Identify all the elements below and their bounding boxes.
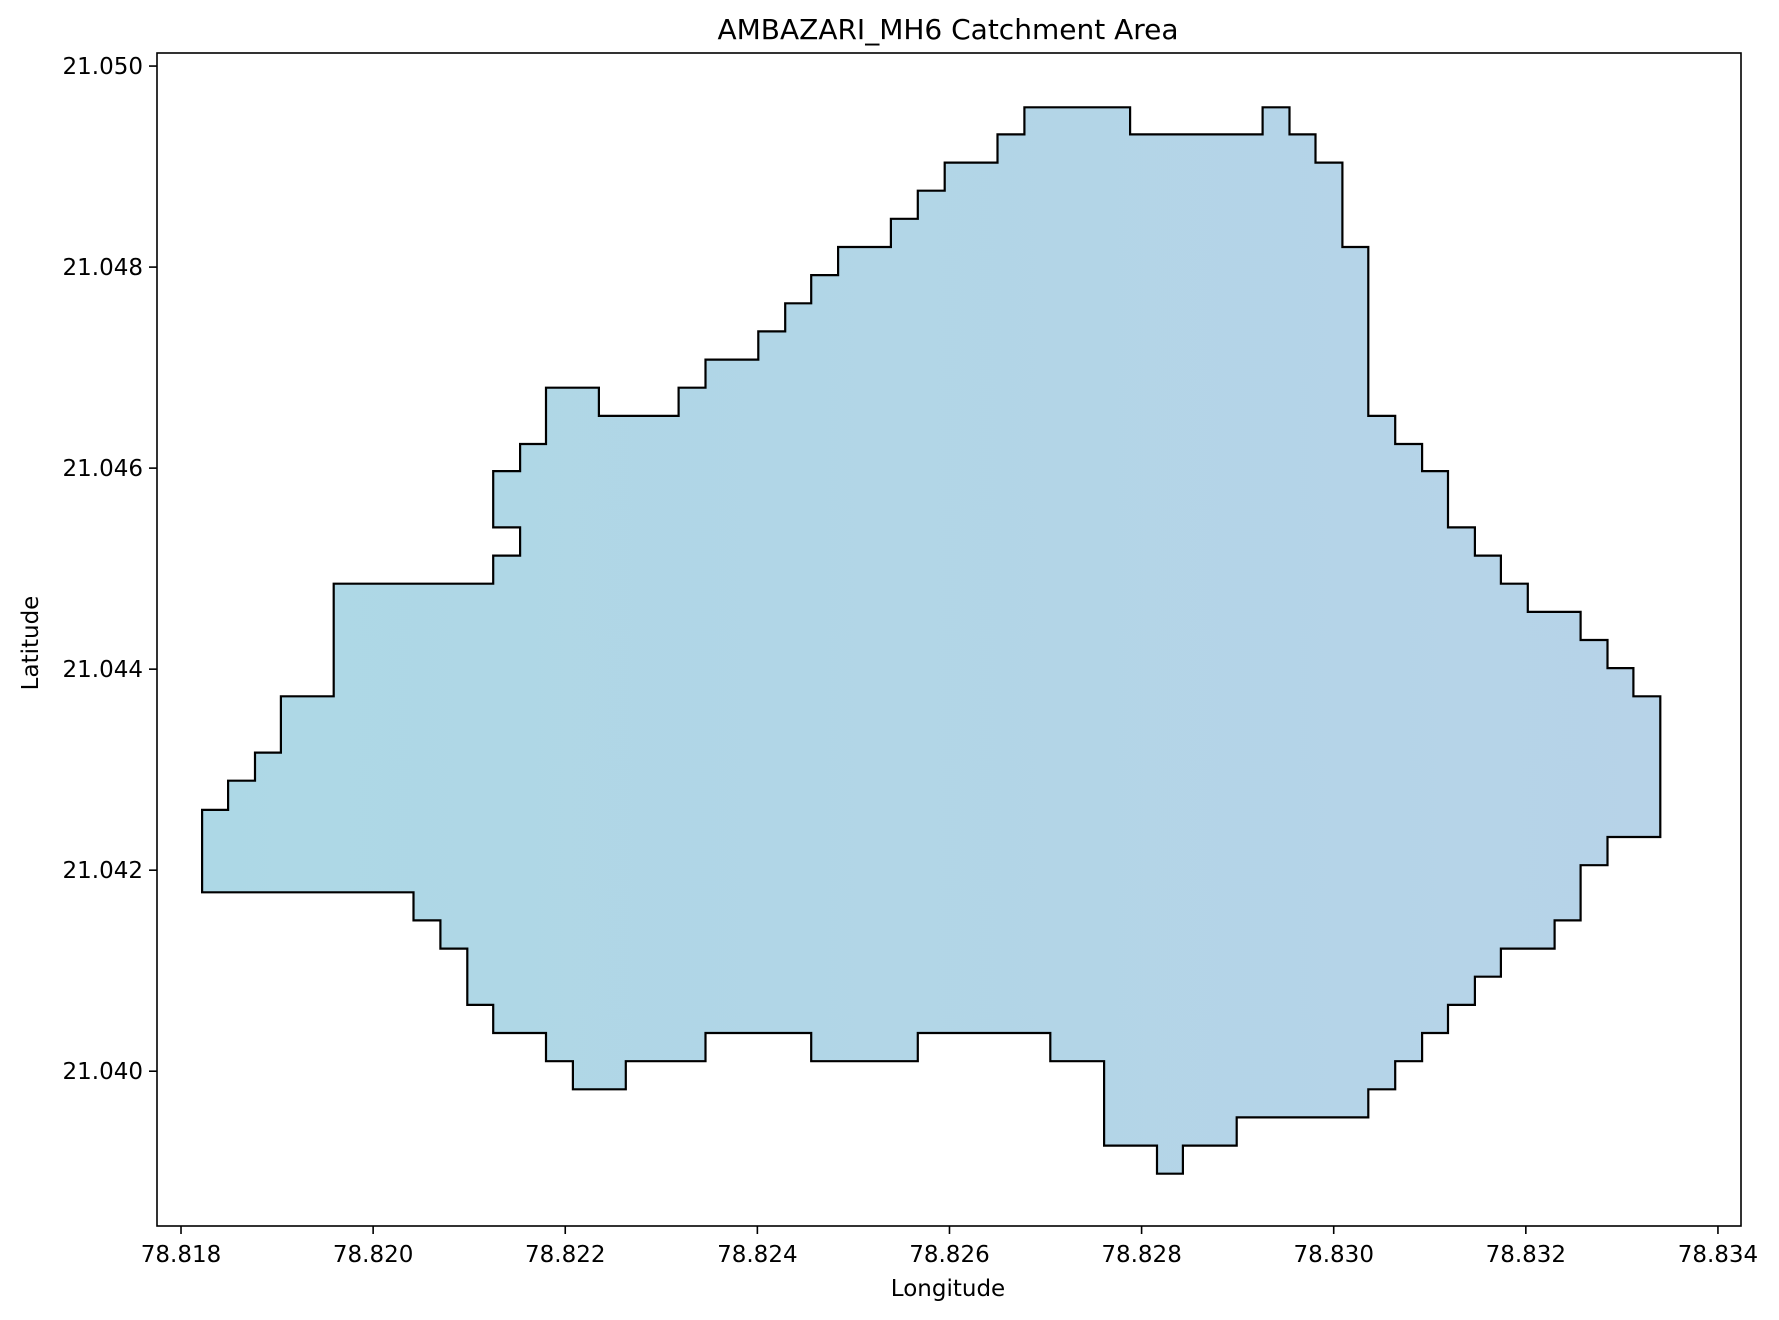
- x-axis-label: Longitude: [891, 1276, 1005, 1302]
- x-tick-label: 78.830: [1293, 1242, 1373, 1268]
- x-tick-label: 78.828: [1101, 1242, 1181, 1268]
- y-tick-label: 21.040: [63, 1059, 143, 1085]
- x-tick-label: 78.818: [141, 1242, 221, 1268]
- y-tick-label: 21.042: [63, 858, 143, 884]
- catchment-polygon: [201, 106, 1662, 1175]
- y-tick-label: 21.046: [63, 456, 143, 482]
- x-tick-label: 78.820: [333, 1242, 413, 1268]
- x-tick-label: 78.832: [1486, 1242, 1566, 1268]
- x-tick-label: 78.826: [909, 1242, 989, 1268]
- y-axis: 21.040 21.042 21.044 21.046 21.048 21.050: [63, 54, 157, 1085]
- x-tick-label: 78.834: [1678, 1242, 1758, 1268]
- y-tick-label: 21.044: [63, 657, 143, 683]
- y-tick-label: 21.048: [63, 255, 143, 281]
- x-tick-label: 78.822: [525, 1242, 605, 1268]
- y-tick-label: 21.050: [63, 54, 143, 80]
- chart-title: AMBAZARI_MH6 Catchment Area: [717, 13, 1178, 46]
- x-tick-label: 78.824: [717, 1242, 797, 1268]
- y-axis-label: Latitude: [18, 596, 44, 691]
- plot-area: [156, 52, 1742, 1227]
- x-axis: 78.818 78.820 78.822 78.824 78.826 78.828 78.8…: [141, 1226, 1758, 1268]
